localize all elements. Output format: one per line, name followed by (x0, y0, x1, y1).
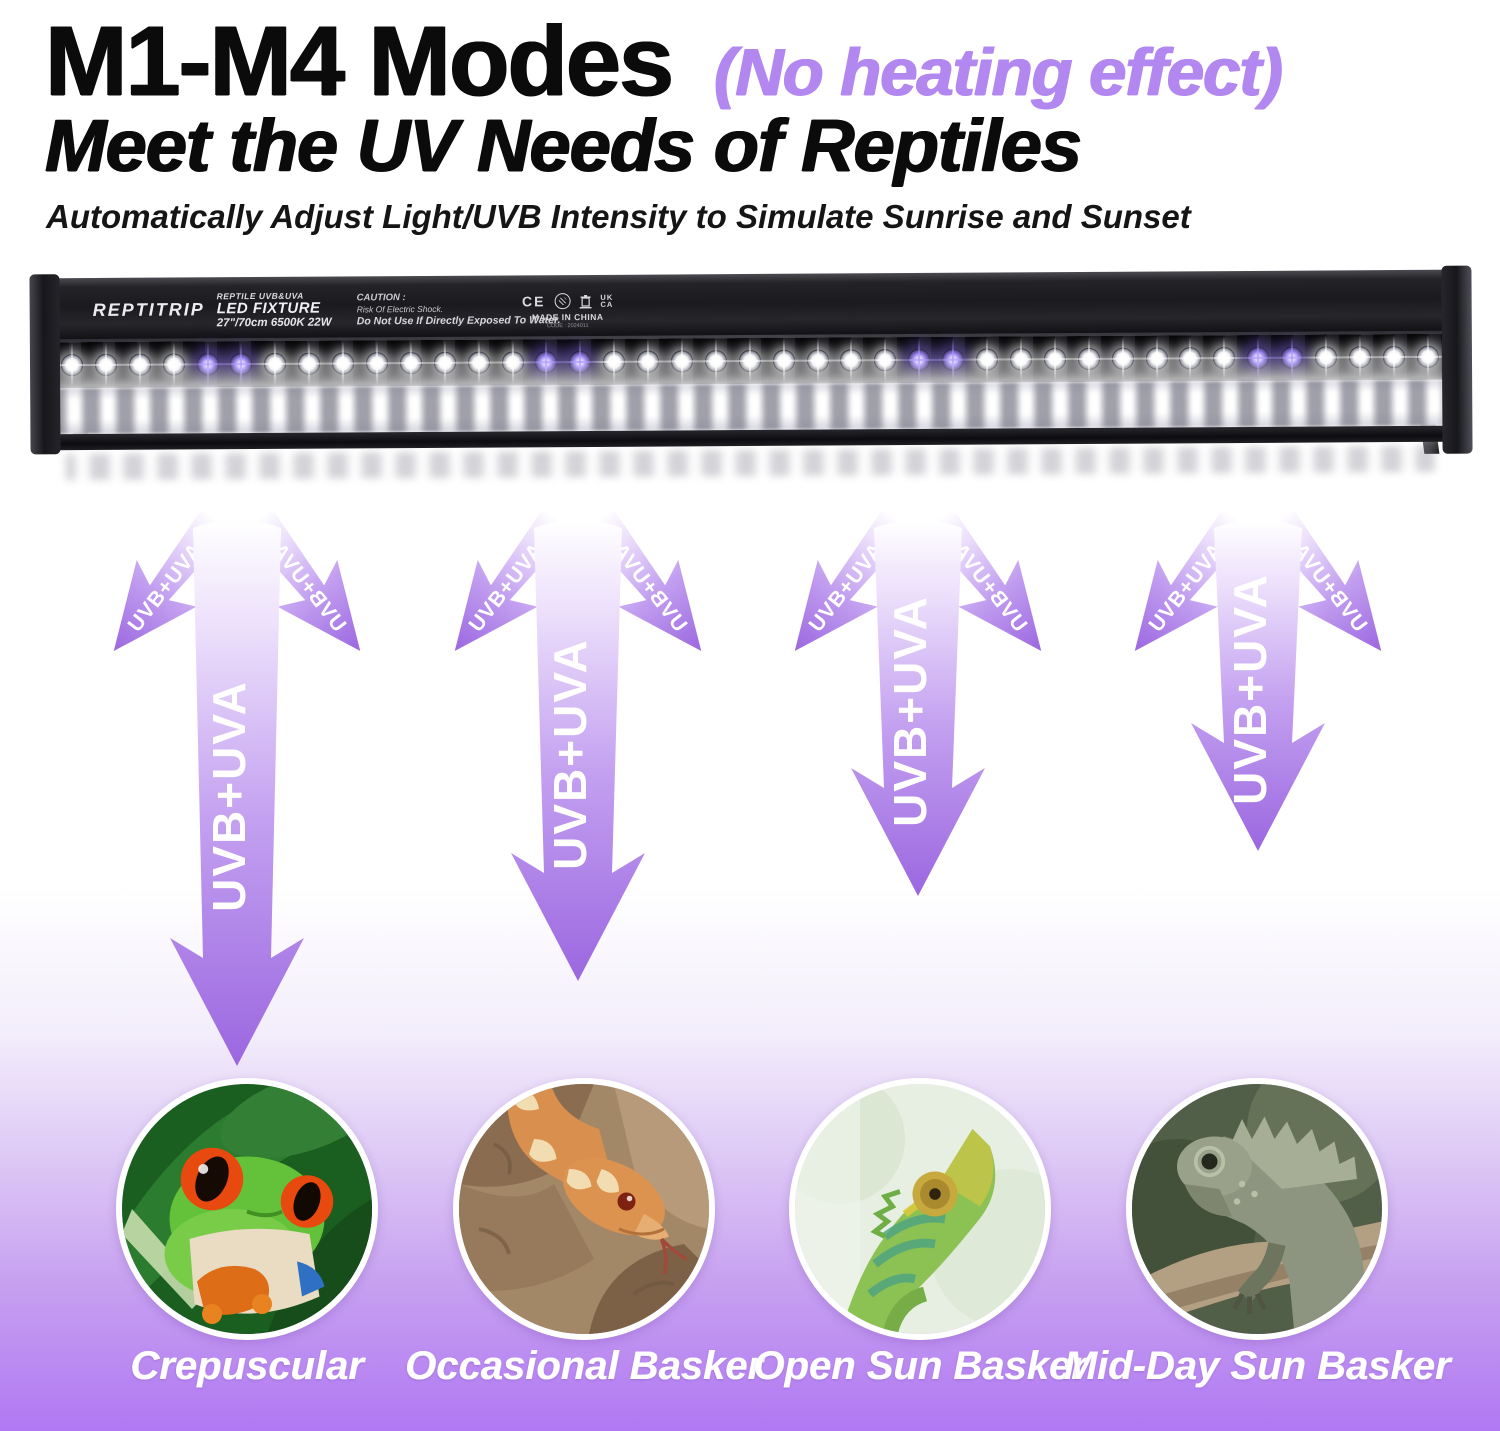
uv-beam-arrow: UVB+UVA (170, 520, 304, 1066)
white-led (1043, 348, 1066, 371)
fixture-housing-top: REPTITRIP REPTILE UVB&UVA LED FIXTURE 27… (34, 269, 1465, 343)
white-led (806, 349, 829, 372)
white-led (772, 349, 795, 372)
white-led (365, 352, 389, 375)
page-subtitle: Meet the UV Needs of Reptiles (45, 104, 1082, 187)
page-title-note: (No heating effect) (714, 35, 1283, 110)
white-led (704, 350, 727, 373)
uv-led (569, 350, 592, 374)
white-led (1382, 346, 1405, 369)
white-led (603, 350, 626, 373)
product-type-text: REPTILE UVB&UVA LED FIXTURE 27"/70cm 650… (216, 291, 332, 329)
page-title: M1-M4 Modes (45, 5, 674, 116)
white-led (738, 349, 761, 373)
fixture-endcap-right (1441, 265, 1473, 454)
white-led (1077, 347, 1100, 370)
white-led (1416, 345, 1439, 368)
white-led (1145, 347, 1168, 370)
uv-led (196, 353, 219, 376)
white-led (1314, 346, 1338, 369)
white-led (128, 353, 151, 376)
white-led (467, 351, 490, 374)
type-label-midday-sun-basker: Mid-Day Sun Basker (1063, 1344, 1451, 1388)
white-led (332, 352, 355, 375)
ukca-mark-icon: UK CA (600, 292, 614, 309)
type-label-occasional-basker: Occasional Basker (405, 1344, 763, 1388)
white-led (433, 351, 456, 374)
white-led (264, 352, 287, 375)
weee-bin-icon (579, 294, 592, 308)
product-line-large: LED FIXTURE (216, 299, 321, 318)
white-led (975, 348, 999, 371)
header: M1-M4 Modes (No heating effect) (45, 4, 1283, 118)
white-led (874, 349, 897, 372)
product-specs: 27"/70cm 6500K 22W (216, 316, 332, 329)
white-led (1213, 347, 1236, 370)
ce-mark-icon: CE (521, 293, 546, 310)
round-cert-icon (554, 293, 571, 310)
fixture-endcap-left (29, 274, 61, 455)
uv-led (1247, 346, 1270, 369)
white-led (94, 353, 117, 377)
white-led (501, 351, 524, 374)
white-led (162, 353, 185, 376)
led-fixture: REPTITRIP REPTILE UVB&UVA LED FIXTURE 27… (29, 265, 1473, 481)
uv-led (1280, 346, 1304, 369)
white-led (399, 352, 422, 375)
uv-led (535, 351, 558, 374)
uv-beam-label: UVB+UVA (1224, 573, 1276, 805)
uv-beam-arrow: UVB+UVA (851, 520, 985, 896)
brand-logo: REPTITRIP (92, 299, 205, 321)
white-led (60, 354, 84, 377)
type-label-open-sun-basker: Open Sun Basker (753, 1344, 1087, 1388)
white-led (1179, 347, 1202, 370)
white-led (1111, 347, 1134, 370)
made-in-text: MADE IN CHINA (531, 311, 604, 323)
uv-beam-label: UVB+UVA (203, 680, 255, 912)
uv-beam-label: UVB+UVA (544, 638, 596, 870)
white-led (1348, 346, 1371, 369)
uv-beam-arrow: UVB+UVA (1191, 520, 1325, 851)
white-led (670, 350, 694, 373)
uv-beam-arrow: UVB+UVA (511, 520, 645, 981)
uv-beam-side-arrow: UVB+UVA (1266, 510, 1382, 652)
certification-marks: CE UK CA MADE IN CHINA CODE : 2024011 (493, 292, 643, 330)
white-led (1009, 348, 1032, 371)
photo-red-eyed-tree-frog (116, 1078, 378, 1340)
photo-corn-snake (453, 1078, 715, 1340)
uv-led (908, 348, 931, 372)
light-reflection (65, 445, 1436, 481)
page-tagline: Automatically Adjust Light/UVB Intensity… (46, 198, 1191, 235)
product-code: CODE : 2024011 (547, 322, 589, 330)
white-led (840, 349, 863, 372)
white-led (298, 352, 321, 375)
white-led (637, 350, 660, 373)
photo-veiled-chameleon (789, 1078, 1051, 1340)
uv-led (230, 353, 253, 376)
photo-iguana (1126, 1078, 1388, 1340)
uv-beam-label: UVB+UVA (884, 595, 936, 827)
type-label-crepuscular: Crepuscular (130, 1344, 364, 1388)
uv-led (942, 348, 965, 371)
